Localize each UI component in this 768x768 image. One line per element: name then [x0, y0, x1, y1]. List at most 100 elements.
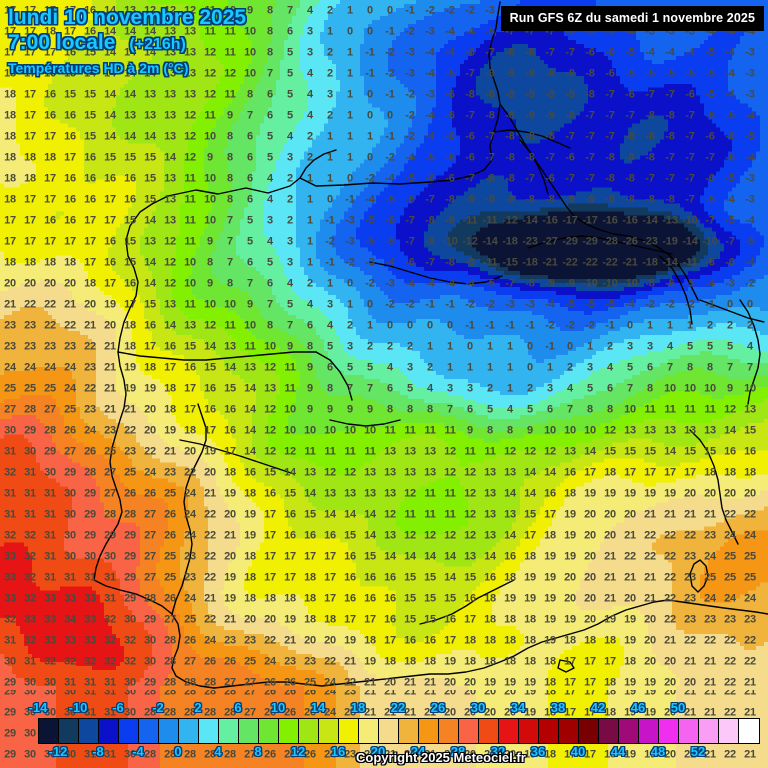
gridpoint-value: 21	[104, 403, 116, 416]
gridpoint-value: 18	[744, 466, 756, 479]
gridpoint-value: 18	[4, 151, 16, 164]
gridpoint-value: 17	[364, 613, 376, 626]
gridpoint-value: 14	[104, 109, 116, 122]
gridpoint-value: 31	[104, 571, 116, 584]
gridpoint-value: -2	[325, 235, 335, 248]
gridpoint-value: -16	[602, 214, 618, 227]
color-scale-tick: 18	[350, 700, 366, 715]
gridpoint-value: -6	[705, 109, 715, 122]
gridpoint-value: 31	[64, 571, 76, 584]
color-scale-strip[interactable]	[38, 718, 760, 744]
gridpoint-value: 19	[644, 676, 656, 689]
gridpoint-value: 25	[24, 382, 36, 395]
gridpoint-value: 22	[204, 571, 216, 584]
gridpoint-value: 30	[44, 748, 56, 761]
gridpoint-value: -7	[585, 151, 595, 164]
gridpoint-value: 11	[204, 25, 216, 38]
gridpoint-value: 19	[544, 634, 556, 647]
gridpoint-value: 26	[284, 676, 296, 689]
gridpoint-value: 31	[24, 508, 36, 521]
gridpoint-value: -7	[665, 151, 675, 164]
gridpoint-value: 13	[164, 88, 176, 101]
gridpoint-value: -3	[385, 277, 395, 290]
gridpoint-value: 10	[204, 193, 216, 206]
gridpoint-value: -5	[485, 277, 495, 290]
gridpoint-value: 30	[84, 550, 96, 563]
gridpoint-value: 29	[124, 592, 136, 605]
gridpoint-value: 18	[484, 592, 496, 605]
gridpoint-value: 19	[524, 592, 536, 605]
gridpoint-value: -8	[505, 130, 515, 143]
gridpoint-value: 18	[24, 151, 36, 164]
gridpoint-value: -3	[525, 298, 535, 311]
gridpoint-value: 7	[667, 361, 673, 374]
gridpoint-value: 13	[464, 550, 476, 563]
color-scale-swatch	[639, 719, 659, 743]
model-run-label: Run GFS 6Z du samedi 1 novembre 2025	[509, 11, 755, 25]
gridpoint-value: 17	[584, 690, 596, 698]
gridpoint-value: 30	[44, 466, 56, 479]
gridpoint-value: 22	[664, 550, 676, 563]
gridpoint-value: 22	[724, 655, 736, 668]
gridpoint-value: 17	[324, 571, 336, 584]
gridpoint-value: 5	[287, 88, 293, 101]
color-scale-swatch	[379, 719, 399, 743]
gridpoint-value: -5	[645, 67, 655, 80]
gridpoint-value: 22	[84, 340, 96, 353]
gridpoint-value: -2	[365, 277, 375, 290]
gridpoint-value: -6	[725, 151, 735, 164]
color-scale-swatch	[659, 719, 679, 743]
gridpoint-value: 32	[124, 634, 136, 647]
gridpoint-value: 14	[504, 487, 516, 500]
gridpoint-value: 18	[84, 277, 96, 290]
gridpoint-value: -10	[442, 235, 458, 248]
gridpoint-value: -9	[505, 88, 515, 101]
gridpoint-value: -9	[565, 193, 575, 206]
gridpoint-value: 20	[324, 634, 336, 647]
gridpoint-value: 17	[24, 235, 36, 248]
gridpoint-value: 5	[367, 361, 373, 374]
color-scale-tick: -8	[92, 744, 104, 759]
gridpoint-value: 17	[4, 235, 16, 248]
gridpoint-value: 22	[24, 298, 36, 311]
gridpoint-value: -1	[705, 298, 715, 311]
gridpoint-value: 20	[444, 690, 456, 698]
gridpoint-value: 18	[604, 706, 616, 719]
gridpoint-value: -8	[485, 172, 495, 185]
gridpoint-value: 1	[327, 277, 333, 290]
gridpoint-value: 19	[104, 298, 116, 311]
weather-map[interactable]: 17 17 17 17 16 14 13 12 12 12 11 10 9 8 7 4 2 1 0 0 -1 -2 -2 -2…	[0, 0, 768, 690]
gridpoint-value: 29	[144, 613, 156, 626]
gridpoint-value: 6	[247, 256, 253, 269]
gridpoint-value: 20	[64, 277, 76, 290]
gridpoint-value: 18	[504, 613, 516, 626]
gridpoint-value: 16	[284, 508, 296, 521]
gridpoint-value: 21	[744, 690, 756, 698]
gridpoint-value: 30	[24, 727, 36, 740]
gridpoint-value: -6	[445, 151, 455, 164]
gridpoint-value: -3	[645, 25, 655, 38]
gridpoint-value: 14	[124, 67, 136, 80]
gridpoint-value: -9	[465, 193, 475, 206]
gridpoint-value: 20	[664, 676, 676, 689]
gridpoint-value: 24	[324, 706, 336, 719]
gridpoint-value: -2	[405, 109, 415, 122]
gridpoint-value: -5	[385, 193, 395, 206]
gridpoint-value: 7	[227, 235, 233, 248]
gridpoint-value: 14	[104, 25, 116, 38]
gridpoint-value: 13	[144, 235, 156, 248]
gridpoint-value: 4	[267, 193, 273, 206]
gridpoint-value: 28	[44, 424, 56, 437]
gridpoint-value: 15	[524, 508, 536, 521]
gridpoint-value: -6	[625, 88, 635, 101]
gridpoint-value: 19	[444, 655, 456, 668]
gridpoint-value: 18	[324, 613, 336, 626]
gridpoint-value: 18	[404, 655, 416, 668]
gridpoint-value: 19	[144, 382, 156, 395]
gridpoint-value: 32	[84, 655, 96, 668]
gridpoint-value: -7	[645, 88, 655, 101]
gridpoint-value: 12	[504, 445, 516, 458]
gridpoint-value: 15	[364, 550, 376, 563]
gridpoint-value: 33	[4, 550, 16, 563]
gridpoint-value: 8	[507, 424, 513, 437]
